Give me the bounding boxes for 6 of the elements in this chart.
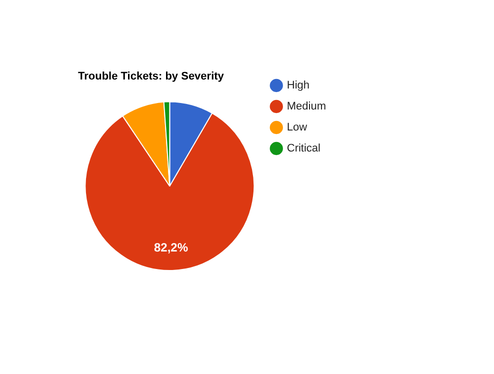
legend-label: Low xyxy=(286,122,308,134)
chart-title: Trouble Tickets: by Severity xyxy=(78,70,225,83)
legend-label: Medium xyxy=(286,100,326,113)
data-label: 82,2% xyxy=(154,240,188,255)
legend-label: High xyxy=(286,80,310,92)
legend-label: Critical xyxy=(286,142,320,155)
